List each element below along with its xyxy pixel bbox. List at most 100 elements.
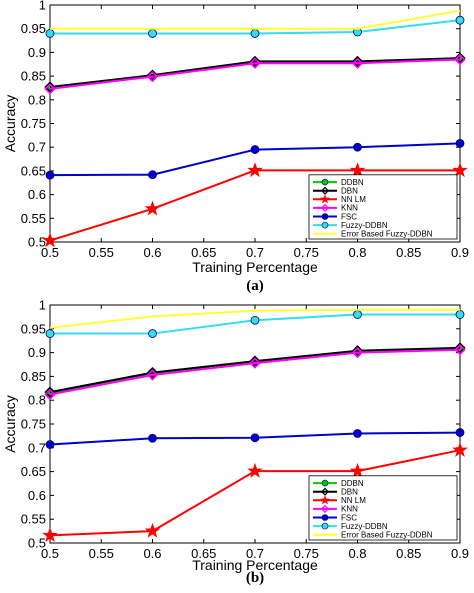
data-point (353, 310, 362, 319)
x-tick-label: 0.9 (451, 245, 469, 260)
series-dbn (44, 342, 466, 398)
legend-marker (321, 514, 329, 521)
data-point (247, 462, 263, 478)
data-point (42, 232, 58, 248)
legend-label: KNN (341, 505, 358, 514)
x-tick-label: 0.55 (89, 245, 114, 260)
x-tick-label: 0.85 (396, 546, 421, 561)
y-tick-label: 0.8 (28, 393, 46, 408)
data-point (148, 29, 157, 38)
data-point (454, 342, 466, 354)
x-axis-label: Training Percentage (192, 557, 318, 573)
y-tick-label: 0.8 (28, 92, 46, 107)
y-axis-label: Accuracy (2, 395, 18, 453)
y-tick-label: 0.95 (21, 21, 46, 36)
y-tick-label: 0.7 (28, 140, 46, 155)
data-point (349, 462, 366, 478)
legend-marker (321, 178, 329, 186)
y-tick-label: 0.85 (21, 369, 46, 384)
y-tick-label: 1 (39, 0, 46, 13)
data-point (44, 81, 56, 93)
data-point (146, 366, 159, 379)
x-tick-label: 0.7 (246, 245, 264, 260)
data-point (250, 433, 260, 443)
legend-marker (321, 522, 329, 530)
data-point (249, 55, 261, 68)
x-tick-label: 0.8 (348, 245, 366, 260)
x-tick-label: 0.85 (396, 245, 421, 260)
data-point (454, 344, 466, 356)
x-tick-label: 0.75 (294, 546, 319, 561)
data-point (146, 70, 159, 83)
y-tick-label: 0.7 (28, 440, 46, 455)
y-tick-label: 0.75 (21, 417, 46, 432)
data-point (452, 441, 468, 457)
data-point (148, 329, 157, 338)
legend-marker (321, 221, 329, 229)
series-fuzzy-ddbn (45, 15, 465, 38)
x-axis-label: Training Percentage (192, 259, 318, 275)
data-point (247, 162, 263, 178)
legend-label: KNN (341, 204, 358, 213)
data-point (455, 139, 465, 148)
data-point (454, 52, 466, 64)
data-point (353, 429, 362, 438)
legend-label: DBN (341, 187, 358, 196)
x-tick-label: 0.8 (348, 546, 366, 561)
data-point (250, 145, 260, 154)
legend-marker (320, 186, 330, 195)
x-tick-label: 0.75 (294, 245, 319, 260)
y-tick-label: 0.95 (21, 321, 46, 336)
data-point (454, 53, 466, 66)
legend-label: Error Based Fuzzy-DDBN (341, 531, 433, 540)
legend-marker (320, 504, 330, 513)
y-axis-label: Accuracy (2, 95, 18, 153)
y-tick-label: 0.75 (21, 116, 46, 131)
y-tick-label: 0.5 (28, 536, 46, 551)
series-line (49, 308, 460, 329)
data-point (144, 200, 161, 216)
series-line (49, 346, 461, 394)
legend-label: Fuzzy-DDBN (341, 522, 388, 531)
series-fsc (45, 428, 465, 449)
data-point (250, 315, 260, 325)
chart-panel-2: 0.5 0.55 0.6 0.65 0.7 0.75 0.8 0.85 0.9 0.5 0.55 0.… (2, 298, 469, 587)
legend-marker (319, 194, 331, 204)
x-tick-label: 0.65 (191, 245, 216, 260)
data-point (146, 69, 159, 81)
x-tick-label: 0.5 (41, 245, 59, 260)
y-tick-label: 0.6 (28, 488, 46, 503)
data-point (249, 355, 261, 367)
data-point (45, 170, 55, 180)
series-knn (44, 53, 466, 95)
data-point (148, 433, 157, 443)
data-point (455, 310, 465, 319)
legend-marker (320, 203, 330, 212)
data-point (455, 15, 465, 25)
x-tick-label: 0.6 (143, 546, 161, 561)
series-knn (44, 344, 466, 401)
data-point (146, 369, 159, 381)
x-tick-label: 0.7 (246, 546, 264, 561)
series-line (50, 9, 461, 30)
y-tick-label: 0.9 (28, 45, 46, 60)
series-line (49, 57, 461, 88)
y-tick-label: 0.6 (28, 187, 46, 202)
series-line (49, 58, 461, 90)
data-point (455, 428, 465, 437)
legend-label: DDBN (341, 178, 364, 187)
series-nn-lm (42, 162, 468, 248)
data-point (351, 345, 364, 357)
data-point (351, 346, 364, 359)
data-point (144, 522, 161, 538)
legend-label: NN LM (341, 496, 366, 505)
series-dbn (44, 52, 466, 93)
series-nn-lm (42, 441, 468, 543)
data-point (249, 357, 261, 369)
series-error-based-fuzzy-ddbn (49, 308, 460, 329)
legend-label: FSC (341, 212, 357, 221)
data-point (44, 386, 56, 398)
series-error-based-fuzzy-ddbn (50, 9, 461, 30)
